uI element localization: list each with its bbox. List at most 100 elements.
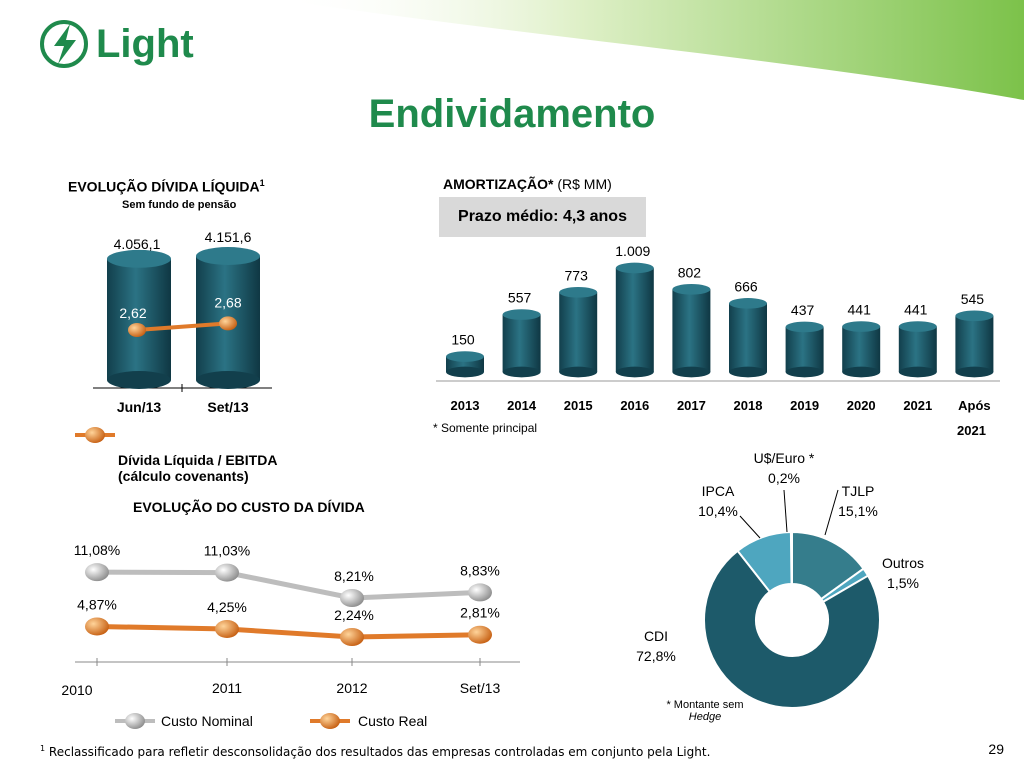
amort-bar — [672, 284, 711, 378]
amort-bar-label: 557 — [508, 290, 532, 306]
logo-icon — [40, 20, 88, 68]
footnote: 1 Reclassificado para refletir desconsol… — [40, 744, 711, 759]
cost-lines: 11,08% 11,03% 8,21% 8,83% 4,87% 4,25% 2,24% 2,8… — [61, 542, 500, 698]
ratio-marker — [219, 316, 237, 331]
cost-category-label: 2012 — [336, 680, 367, 696]
real-marker — [340, 628, 364, 646]
amort-bar-label: 441 — [848, 302, 872, 318]
pie-slice-name: TJLP — [842, 483, 875, 499]
pie-slice-name: CDI — [644, 628, 668, 644]
legend-nominal-label: Custo Nominal — [161, 713, 253, 729]
nominal-marker — [468, 583, 492, 602]
pie-slice-value: 1,5% — [887, 575, 919, 591]
real-marker — [215, 619, 239, 638]
amort-category-label: 2020 — [847, 398, 876, 413]
amort-category-label: 2019 — [790, 398, 819, 413]
debt-category-label: Jun/13 — [117, 399, 162, 415]
pie-slice-value: 10,4% — [698, 503, 738, 519]
amort-bar — [446, 351, 484, 378]
amort-bar — [785, 321, 824, 378]
debt-heading: EVOLUÇÃO DÍVIDA LÍQUIDA1 — [68, 178, 265, 195]
header-swoosh — [280, 0, 1024, 100]
cost-category-label: 2010 — [61, 682, 92, 698]
real-label: 4,87% — [77, 596, 117, 612]
amort-bar-label: 666 — [734, 278, 758, 294]
debt-bar-label: 4.151,6 — [205, 229, 252, 245]
real-label: 2,81% — [460, 605, 500, 621]
legend-real-label: Custo Real — [358, 713, 428, 729]
nominal-marker — [215, 563, 239, 582]
pie-slice-name: Outros — [882, 555, 924, 571]
amort-bar-label: 1.009 — [615, 243, 650, 259]
amort-bar — [615, 262, 654, 378]
debt-bar — [107, 249, 171, 389]
pie-chart: U$/Euro * 0,2% TJLP 15,1% Outros 1,5% CDI 72,8%… — [636, 450, 924, 709]
real-marker — [85, 617, 109, 636]
nominal-label: 8,83% — [460, 562, 500, 578]
nominal-label: 8,21% — [334, 568, 374, 584]
amort-bar-label: 773 — [565, 267, 589, 283]
logo-text: Light — [96, 22, 194, 66]
pie-slice-name: U$/Euro * — [754, 450, 815, 466]
debt-category-label: Set/13 — [207, 399, 248, 415]
amort-last-label-line2: 2021 — [957, 423, 986, 438]
amort-category-label: 2021 — [903, 398, 932, 413]
debt-subheading: Sem fundo de pensão — [122, 199, 237, 211]
nominal-line — [96, 569, 481, 601]
cost-category-label: 2011 — [212, 680, 242, 696]
page-title: Endividamento — [368, 92, 656, 136]
amort-bar-label: 802 — [678, 264, 702, 280]
amort-category-label: 2017 — [677, 398, 706, 413]
nominal-marker — [340, 589, 364, 607]
nominal-label: 11,08% — [74, 542, 120, 558]
amort-bar — [955, 310, 994, 378]
amort-bars: 150 2013 557 2014 773 2015 1.009 2016 802 2017 666… — [446, 243, 994, 413]
amort-category-label: 2015 — [564, 398, 593, 413]
cost-category-label: Set/13 — [460, 680, 501, 696]
amort-category-label: 2018 — [734, 398, 763, 413]
legend-nominal-icon — [115, 713, 155, 729]
real-marker — [468, 625, 492, 644]
page-number: 29 — [988, 741, 1004, 757]
nominal-label: 11,03% — [204, 543, 250, 559]
legend-real-icon — [310, 713, 350, 729]
pie-slice-value: 72,8% — [636, 648, 676, 664]
debt-bar-label: 4.056,1 — [114, 236, 161, 252]
debt-legend-label: Dívida Líquida / EBITDA (cálculo covenant… — [118, 452, 278, 484]
pie-slice — [703, 549, 881, 709]
amort-bar-label: 437 — [791, 302, 815, 318]
amort-category-label: 2013 — [451, 398, 480, 413]
amort-category-label: Após — [958, 398, 991, 413]
amort-bar — [842, 321, 881, 378]
real-label: 2,24% — [334, 607, 374, 623]
debt-bars: 4.056,1 Jun/13 4.151,6 Set/13 2,62 2,68 — [107, 229, 260, 415]
prazo-medio-box: Prazo médio: 4,3 anos — [439, 197, 646, 237]
pie-slice — [736, 530, 793, 594]
legend-debt-icon — [75, 427, 115, 443]
amort-heading: AMORTIZAÇÃO* (R$ MM) — [443, 176, 612, 192]
real-label: 4,25% — [207, 599, 247, 615]
pie-slice-value: 0,2% — [768, 470, 800, 486]
real-line — [96, 623, 481, 640]
amort-bar-label: 150 — [451, 332, 475, 348]
pie-slice-value: 15,1% — [838, 503, 878, 519]
pie-slice-name: IPCA — [702, 483, 735, 499]
debt-bar — [196, 247, 260, 389]
amort-bar — [559, 287, 598, 378]
amort-bar-label: 545 — [961, 291, 985, 307]
ratio-line — [136, 321, 229, 332]
nominal-marker — [85, 563, 109, 582]
amort-category-label: 2014 — [507, 398, 537, 413]
ratio-label: 2,68 — [214, 294, 241, 310]
amort-bar-label: 441 — [904, 302, 928, 318]
amort-note: * Somente principal — [433, 421, 538, 435]
amort-bar — [729, 298, 767, 378]
amort-category-label: 2016 — [620, 398, 649, 413]
ratio-marker — [128, 323, 146, 337]
cost-heading: EVOLUÇÃO DO CUSTO DA DÍVIDA — [133, 499, 365, 515]
amort-bar — [898, 321, 937, 378]
amort-bar — [502, 309, 541, 378]
ratio-label: 2,62 — [119, 305, 146, 321]
pie-note: * Montante sem Hedge — [666, 699, 744, 723]
